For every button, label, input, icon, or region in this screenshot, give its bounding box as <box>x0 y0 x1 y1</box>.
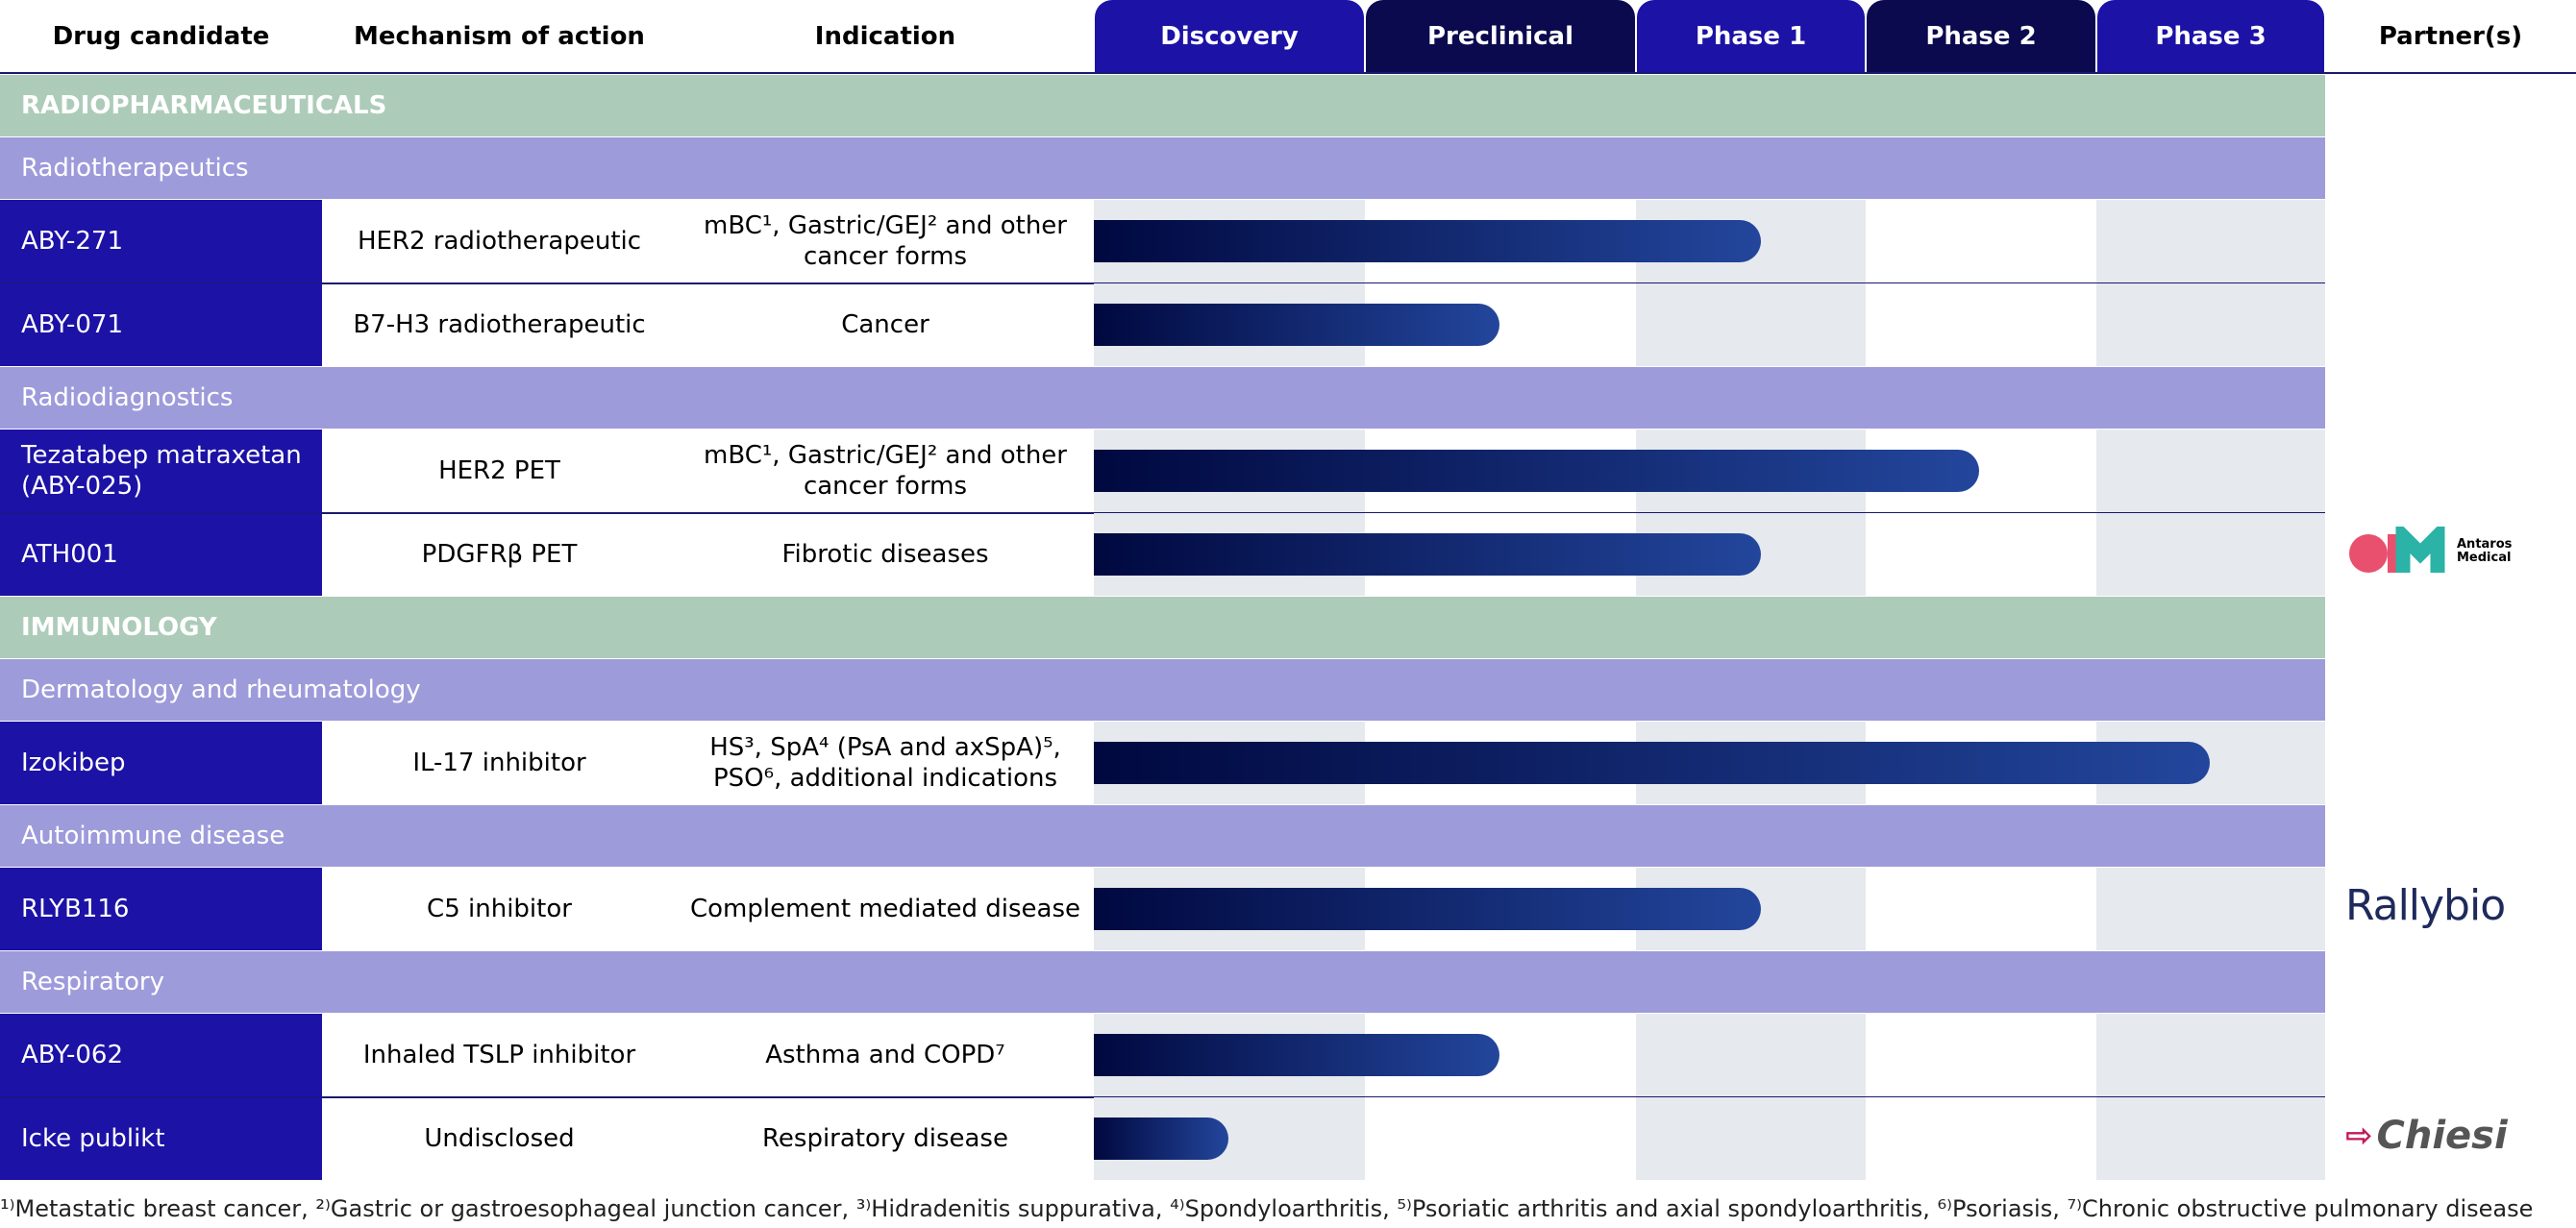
stage-cell <box>1636 283 1866 366</box>
logo-mark <box>2349 527 2445 573</box>
header-rule <box>0 72 2576 74</box>
column-header: Partner(s) <box>2378 21 2523 51</box>
stage-cell <box>2096 430 2325 512</box>
indication: Complement mediated disease <box>689 895 1081 923</box>
indication: Asthma and COPD⁷ <box>765 1041 1005 1069</box>
stage-cell <box>1636 1097 1866 1180</box>
indication: Respiratory disease <box>762 1124 1008 1153</box>
indication: HS³, SpA⁴ (PsA and axSpA)⁵, PSO⁶, additi… <box>709 733 1061 793</box>
partner-logo: ⇨ Chiesi <box>2345 1114 2508 1158</box>
indication: mBC¹, Gastric/GEJ² and other cancer form… <box>704 441 1067 501</box>
group-row: Radiodiagnostics <box>0 367 2325 429</box>
stage-cell <box>1866 868 2096 950</box>
stage-cell <box>1365 1097 1636 1180</box>
column-header: Preclinical <box>1366 0 1635 72</box>
indication: Cancer <box>841 310 929 339</box>
progress-bar <box>1094 1034 1499 1076</box>
indication: mBC¹, Gastric/GEJ² and other cancer form… <box>704 211 1067 271</box>
partner-name: Antaros Medical <box>2457 537 2513 565</box>
stage-cell <box>2096 283 2325 366</box>
stage-cell <box>2096 513 2325 596</box>
stage-cell <box>2096 868 2325 950</box>
column-header: Indication <box>814 21 956 51</box>
stage-cell <box>1866 283 2096 366</box>
progress-bar <box>1094 304 1499 346</box>
column-header: Discovery <box>1095 0 1364 72</box>
group-row: Autoimmune disease <box>0 805 2325 867</box>
column-header: Phase 3 <box>2097 0 2324 72</box>
progress-bar <box>1094 742 2210 784</box>
stage-cell <box>2096 1097 2325 1180</box>
progress-bar <box>1094 533 1761 576</box>
drug-candidate: ABY-271 <box>0 200 322 282</box>
mechanism: HER2 radiotherapeutic <box>357 227 642 256</box>
partner-logo: Rallybio <box>2345 880 2506 930</box>
group-row: Respiratory <box>0 951 2325 1013</box>
drug-candidate: ABY-071 <box>0 283 322 366</box>
mechanism: Inhaled TSLP inhibitor <box>362 1041 636 1069</box>
stage-cell <box>1866 1014 2096 1096</box>
mechanism: IL-17 inhibitor <box>412 749 586 777</box>
progress-bar <box>1094 220 1761 262</box>
mechanism: B7-H3 radiotherapeutic <box>353 310 646 339</box>
column-header: Drug candidate <box>52 21 270 51</box>
column-header: Mechanism of action <box>354 21 645 51</box>
section-row: IMMUNOLOGY <box>0 597 2325 658</box>
group-row: Dermatology and rheumatology <box>0 659 2325 721</box>
column-header: Phase 2 <box>1867 0 2095 72</box>
mechanism: HER2 PET <box>438 456 560 485</box>
group-row: Radiotherapeutics <box>0 137 2325 199</box>
drug-candidate: Izokibep <box>0 722 322 804</box>
stage-cell <box>1636 1014 1866 1096</box>
partner-logo: Antaros Medical <box>2345 527 2566 577</box>
mechanism: C5 inhibitor <box>427 895 572 923</box>
section-row: RADIOPHARMACEUTICALS <box>0 75 2325 136</box>
stage-cell <box>1866 513 2096 596</box>
progress-bar <box>1094 450 1979 492</box>
column-header: Phase 1 <box>1637 0 1865 72</box>
mechanism: Undisclosed <box>424 1124 575 1153</box>
footnote: ¹⁾Metastatic breast cancer, ²⁾Gastric or… <box>0 1195 2534 1222</box>
stage-cell <box>2096 1014 2325 1096</box>
progress-bar <box>1094 888 1761 930</box>
partner-name: Chiesi <box>2376 1114 2508 1158</box>
stage-cell <box>2096 200 2325 282</box>
drug-candidate: RLYB116 <box>0 868 322 950</box>
drug-candidate: Icke publikt <box>0 1097 322 1180</box>
drug-candidate: Tezatabep matraxetan (ABY-025) <box>0 430 322 512</box>
progress-bar <box>1094 1117 1228 1160</box>
indication: Fibrotic diseases <box>781 540 989 569</box>
stage-cell <box>1866 1097 2096 1180</box>
stage-cell <box>1866 200 2096 282</box>
mechanism: PDGFRβ PET <box>421 540 578 569</box>
drug-candidate: ATH001 <box>0 513 322 596</box>
drug-candidate: ABY-062 <box>0 1014 322 1096</box>
